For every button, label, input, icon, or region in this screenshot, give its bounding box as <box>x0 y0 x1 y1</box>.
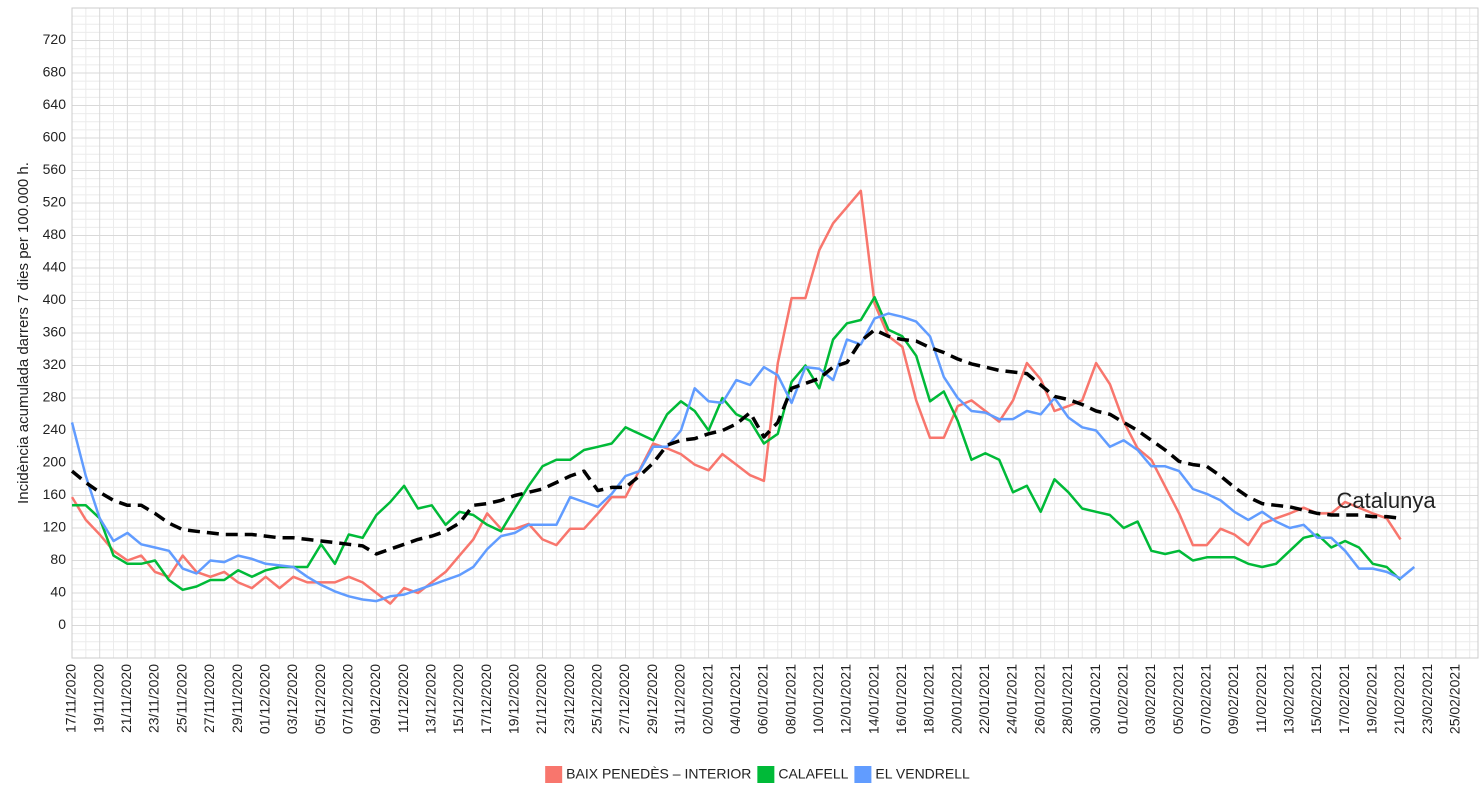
series-line <box>70 189 1402 605</box>
y-tick-label: 80 <box>50 551 66 567</box>
x-tick-label: 27/12/2020 <box>616 664 632 734</box>
legend-swatch <box>757 766 775 783</box>
x-tick-label: 23/02/2021 <box>1419 664 1435 734</box>
y-tick-label: 0 <box>58 616 66 632</box>
x-tick-label: 05/12/2020 <box>312 664 328 734</box>
x-tick-label: 25/12/2020 <box>589 664 605 734</box>
x-tick-label: 26/01/2021 <box>1031 664 1047 734</box>
x-tick-label: 11/12/2020 <box>395 664 411 733</box>
y-tick-label: 360 <box>43 324 67 340</box>
x-tick-label: 23/12/2020 <box>561 664 577 734</box>
y-tick-label: 480 <box>43 226 67 242</box>
legend-label: BAIX PENEDÈS – INTERIOR <box>566 766 751 782</box>
y-tick-label: 240 <box>43 421 67 437</box>
x-tick-label: 11/02/2021 <box>1253 664 1269 733</box>
x-tick-label: 18/01/2021 <box>921 664 937 734</box>
series-line <box>70 312 1416 603</box>
x-tick-label: 21/11/2020 <box>118 664 134 733</box>
x-tick-label: 21/12/2020 <box>533 664 549 734</box>
y-tick-label: 280 <box>43 389 67 405</box>
x-tick-label: 01/02/2021 <box>1114 664 1130 734</box>
x-tick-label: 02/01/2021 <box>699 664 715 734</box>
x-tick-label: 19/11/2020 <box>90 664 106 733</box>
y-tick-label: 680 <box>43 64 67 80</box>
x-tick-label: 25/02/2021 <box>1447 664 1463 734</box>
x-tick-label: 17/11/2020 <box>63 664 79 733</box>
x-tick-label: 15/02/2021 <box>1308 664 1324 734</box>
x-tick-label: 14/01/2021 <box>865 664 881 734</box>
x-tick-label: 29/12/2020 <box>644 664 660 734</box>
x-tick-label: 03/12/2020 <box>284 664 300 734</box>
legend-swatch <box>545 766 563 783</box>
x-tick-label: 13/12/2020 <box>423 664 439 734</box>
plot-border <box>71 7 1479 659</box>
y-tick-label: 40 <box>50 584 66 600</box>
x-tick-label: 09/02/2021 <box>1225 664 1241 734</box>
x-tick-label: 07/12/2020 <box>339 664 355 734</box>
y-tick-label: 640 <box>43 96 67 112</box>
x-tick-label: 10/01/2021 <box>810 664 826 734</box>
series-end-label: Catalunya <box>1337 488 1437 513</box>
x-tick-label: 25/11/2020 <box>173 664 189 733</box>
x-tick-label: 13/02/2021 <box>1280 664 1296 734</box>
y-tick-label: 560 <box>43 161 67 177</box>
y-tick-label: 720 <box>43 31 67 47</box>
x-tick-label: 09/12/2020 <box>367 664 383 734</box>
x-tick-label: 17/02/2021 <box>1336 664 1352 734</box>
y-tick-label: 320 <box>43 356 67 372</box>
x-tick-label: 08/01/2021 <box>782 664 798 734</box>
x-tick-label: 27/11/2020 <box>201 664 217 733</box>
x-tick-label: 04/01/2021 <box>727 664 743 734</box>
legend-swatch <box>854 766 872 783</box>
x-tick-label: 24/01/2021 <box>1004 664 1020 734</box>
x-tick-label: 01/12/2020 <box>256 664 272 734</box>
x-tick-label: 17/12/2020 <box>478 664 494 734</box>
x-tick-label: 22/01/2021 <box>976 664 992 734</box>
y-tick-label: 160 <box>43 486 67 502</box>
y-tick-label: 600 <box>43 129 67 145</box>
x-tick-label: 05/02/2021 <box>1170 664 1186 734</box>
y-tick-label: 200 <box>43 454 67 470</box>
x-tick-label: 31/12/2020 <box>672 664 688 734</box>
x-tick-label: 19/02/2021 <box>1364 664 1380 734</box>
y-tick-label: 120 <box>43 519 67 535</box>
x-tick-label: 16/01/2021 <box>893 664 909 734</box>
grid <box>71 8 1478 658</box>
x-tick-label: 15/12/2020 <box>450 664 466 734</box>
x-tick-label: 12/01/2021 <box>838 664 854 734</box>
legend: BAIX PENEDÈS – INTERIOR CALAFELL EL VENDRE… <box>545 766 970 783</box>
x-tick-label: 29/11/2020 <box>229 664 245 733</box>
x-tick-label: 28/01/2021 <box>1059 664 1075 734</box>
y-tick-label: 520 <box>43 194 67 210</box>
legend-label: EL VENDRELL <box>875 766 970 782</box>
x-tick-label: 30/01/2021 <box>1087 664 1103 734</box>
x-tick-label: 06/01/2021 <box>755 664 771 734</box>
x-tick-label: 07/02/2021 <box>1197 664 1213 734</box>
x-tick-label: 03/02/2021 <box>1142 664 1158 734</box>
x-tick-label: 20/01/2021 <box>948 664 964 734</box>
legend-label: CALAFELL <box>778 766 848 782</box>
series-line <box>70 328 1401 556</box>
y-tick-label: 440 <box>43 259 67 275</box>
x-tick-label: 21/02/2021 <box>1391 664 1407 734</box>
y-tick-label: 400 <box>43 291 67 307</box>
y-axis-label: Incidència acumulada darrers 7 dies per … <box>15 162 32 504</box>
x-tick-label: 23/11/2020 <box>146 664 162 733</box>
x-tick-label: 19/12/2020 <box>506 664 522 734</box>
